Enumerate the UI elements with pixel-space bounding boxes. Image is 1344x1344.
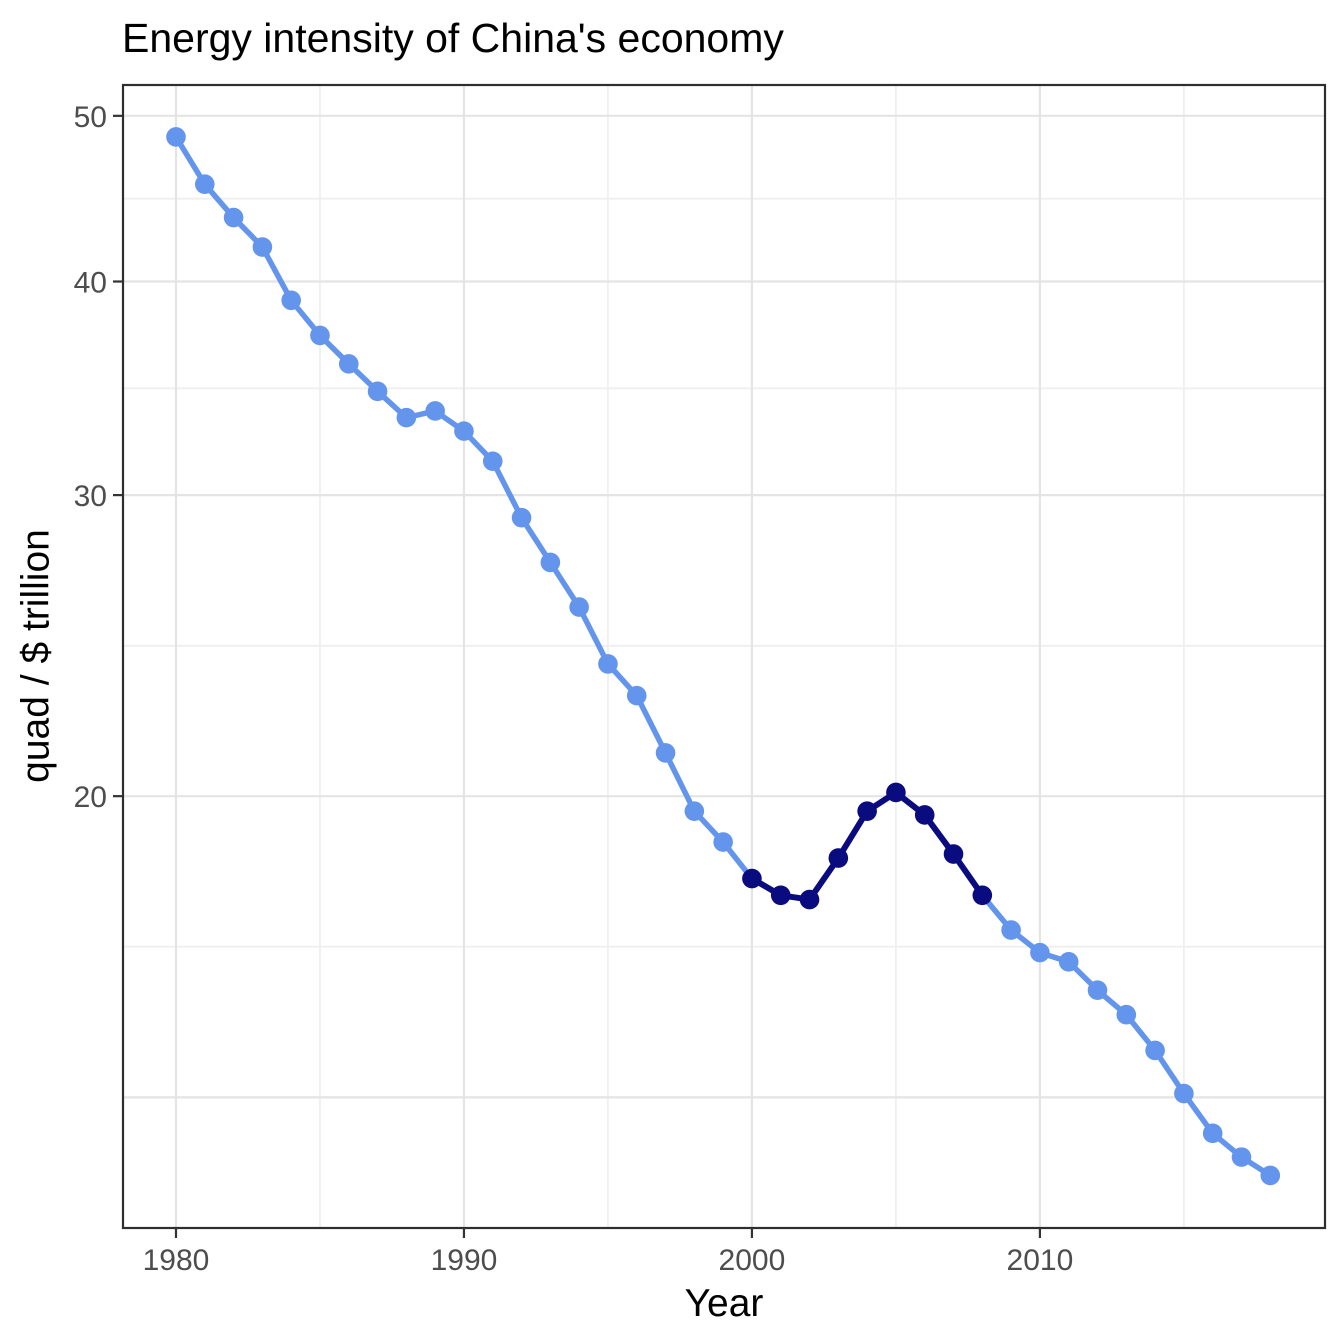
data-point [540,552,561,573]
data-point [338,354,359,374]
data-point [482,451,503,472]
x-tick-label: 1980 [143,1244,210,1277]
data-point [972,885,993,906]
data-point [655,743,676,763]
data-point [454,421,474,441]
data-point [1174,1083,1194,1104]
data-point [799,889,820,910]
series-segment [662,750,698,814]
data-point [886,782,906,803]
data-point [1231,1147,1252,1167]
data-point [742,868,762,889]
data-point [281,290,301,311]
x-tick-label: 1990 [431,1244,498,1277]
y-tick-label: 40 [74,267,107,300]
data-point [598,654,618,674]
series-segment [490,458,525,521]
data-point [194,174,215,195]
data-point [914,805,935,825]
y-tick-label: 20 [74,781,107,814]
y-axis-title: quad / $ trillion [14,529,58,783]
series-segment [259,244,294,304]
panel-border [121,83,1327,1230]
data-point [1260,1165,1281,1186]
x-tick-label: 2010 [1007,1244,1074,1277]
series-segment [576,604,611,667]
data-point [166,127,186,147]
chart-title: Energy intensity of China's economy [122,15,784,61]
data-point [310,325,330,346]
data-point [1145,1040,1165,1061]
data-point [1058,952,1079,972]
data-point [857,801,877,821]
data-point [1001,920,1021,940]
y-tick-label: 30 [74,480,107,513]
data-point [713,832,733,852]
x-axis-title: Year [684,1282,764,1325]
data-point [1087,980,1108,1001]
data-point [396,407,417,428]
data-point [770,885,791,906]
y-tick-label: 50 [74,101,107,134]
x-tick-label: 2000 [719,1244,786,1277]
data-point [684,801,705,821]
data-point [1030,942,1050,963]
data-point [367,381,388,402]
data-point [511,507,532,528]
data-point [252,237,273,257]
data-point [1202,1123,1223,1144]
data-point [425,401,445,421]
data-point [943,844,964,864]
series-segment [633,692,669,756]
data-point [828,848,849,868]
data-point [1116,1004,1137,1025]
data-point [569,597,589,617]
data-point [626,685,647,706]
data-point [223,207,244,228]
